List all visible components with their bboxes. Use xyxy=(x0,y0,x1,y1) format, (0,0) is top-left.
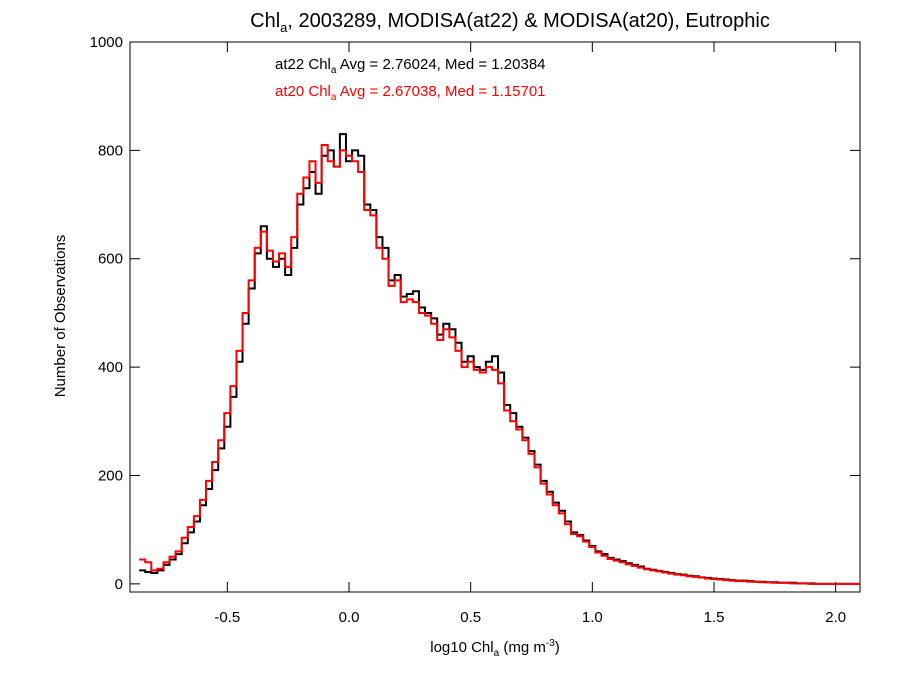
y-tick-label: 400 xyxy=(98,359,123,376)
x-tick-label: 0.0 xyxy=(339,609,360,626)
annotation-at22-sub: a xyxy=(331,65,337,76)
x-tick-label: 0.5 xyxy=(460,609,481,626)
y-axis: 0 200 400 600 800 1000 xyxy=(90,34,860,593)
x-axis-label-post: ) xyxy=(555,639,560,656)
y-axis-label: Number of Observations xyxy=(52,235,69,398)
x-tick-label: 1.0 xyxy=(582,609,603,626)
chart-title-main: Chl xyxy=(250,10,280,32)
y-tick-label: 0 xyxy=(115,576,123,593)
x-axis-label: log10 Chla (mg m-3) xyxy=(430,638,560,659)
chart-title-subscript: a xyxy=(280,20,288,35)
y-tick-label: 600 xyxy=(98,251,123,268)
annotation-at20-post: Avg = 2.67038, Med = 1.15701 xyxy=(336,83,545,100)
plot-frame xyxy=(129,41,861,593)
x-axis-label-sub: a xyxy=(494,648,500,659)
series-line-at20 xyxy=(139,143,860,585)
y-tick-label: 200 xyxy=(98,467,123,484)
x-tick-label: 2.0 xyxy=(825,609,846,626)
annotation-at20-sub: a xyxy=(331,92,337,103)
y-tick-label: 800 xyxy=(98,142,123,159)
chart-title: Chla, 2003289, MODISA(at22) & MODISA(at2… xyxy=(250,10,770,35)
x-tick-label: -0.5 xyxy=(214,609,240,626)
x-axis-label-mid: (mg m xyxy=(499,639,546,656)
x-axis: -0.5 0.0 0.5 1.0 1.5 2.0 xyxy=(214,42,846,626)
y-tick-label: 1000 xyxy=(90,34,123,51)
annotation-at22-pre: at22 Chl xyxy=(275,56,331,73)
series-layer xyxy=(139,133,860,585)
series-line-at22 xyxy=(139,133,860,585)
x-axis-label-pre: log10 Chl xyxy=(430,639,493,656)
chart-title-rest: , 2003289, MODISA(at22) & MODISA(at20), … xyxy=(287,10,769,32)
annotation-at22-post: Avg = 2.76024, Med = 1.20384 xyxy=(336,56,545,73)
annotation-at22: at22 Chla Avg = 2.76024, Med = 1.20384 xyxy=(275,56,546,76)
annotation-at20: at20 Chla Avg = 2.67038, Med = 1.15701 xyxy=(275,83,546,103)
x-tick-label: 1.5 xyxy=(704,609,725,626)
x-axis-label-sup: -3 xyxy=(546,638,555,649)
annotation-at20-pre: at20 Chl xyxy=(275,83,331,100)
